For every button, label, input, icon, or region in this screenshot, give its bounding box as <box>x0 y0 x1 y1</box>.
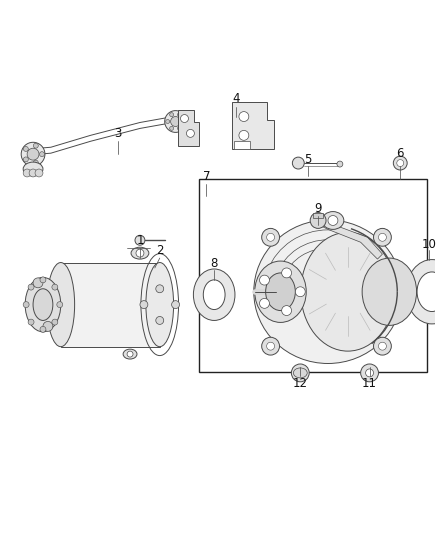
Bar <box>234 141 250 149</box>
Text: 2: 2 <box>156 244 163 257</box>
Circle shape <box>181 119 185 124</box>
Circle shape <box>35 169 43 177</box>
Circle shape <box>52 319 58 325</box>
Circle shape <box>21 142 45 166</box>
Circle shape <box>33 160 38 165</box>
Ellipse shape <box>146 263 173 346</box>
Circle shape <box>366 369 374 377</box>
Circle shape <box>28 319 34 325</box>
Circle shape <box>310 213 326 229</box>
Circle shape <box>52 284 58 290</box>
Circle shape <box>177 126 181 131</box>
Circle shape <box>171 117 180 126</box>
Circle shape <box>40 277 46 283</box>
Circle shape <box>33 143 38 148</box>
Circle shape <box>378 233 386 241</box>
Circle shape <box>267 233 275 241</box>
Circle shape <box>239 111 249 122</box>
Circle shape <box>156 285 164 293</box>
Circle shape <box>177 112 181 117</box>
Text: 10: 10 <box>421 238 436 251</box>
Circle shape <box>165 111 187 132</box>
Circle shape <box>393 156 407 170</box>
Polygon shape <box>177 110 199 146</box>
Ellipse shape <box>417 272 438 311</box>
Circle shape <box>374 229 391 246</box>
Circle shape <box>282 305 292 316</box>
Text: 3: 3 <box>114 127 122 140</box>
Circle shape <box>166 119 170 124</box>
Circle shape <box>127 351 133 357</box>
Text: 6: 6 <box>396 147 404 160</box>
Ellipse shape <box>203 280 225 310</box>
Circle shape <box>291 364 309 382</box>
Circle shape <box>180 115 188 123</box>
Circle shape <box>282 268 292 278</box>
Circle shape <box>293 157 304 169</box>
Ellipse shape <box>194 269 235 320</box>
Circle shape <box>23 147 28 151</box>
Circle shape <box>135 236 145 245</box>
Circle shape <box>156 317 164 325</box>
Circle shape <box>57 302 63 308</box>
Ellipse shape <box>255 261 306 322</box>
Text: 9: 9 <box>314 202 322 215</box>
Circle shape <box>23 302 29 308</box>
Polygon shape <box>320 221 382 259</box>
Text: 1: 1 <box>136 234 144 247</box>
Polygon shape <box>232 102 274 149</box>
Bar <box>313 213 323 219</box>
Ellipse shape <box>131 247 149 259</box>
Ellipse shape <box>47 263 74 346</box>
Circle shape <box>337 161 343 167</box>
Circle shape <box>328 215 338 225</box>
Circle shape <box>170 126 173 131</box>
Ellipse shape <box>23 162 43 176</box>
Circle shape <box>172 301 180 309</box>
Circle shape <box>397 159 404 166</box>
Circle shape <box>23 169 31 177</box>
Circle shape <box>267 342 275 350</box>
Circle shape <box>295 287 305 297</box>
Text: 4: 4 <box>232 92 240 105</box>
Bar <box>61 263 160 347</box>
Ellipse shape <box>362 258 417 325</box>
Circle shape <box>261 337 279 355</box>
Circle shape <box>28 284 34 290</box>
Circle shape <box>29 169 37 177</box>
Circle shape <box>378 342 386 350</box>
Ellipse shape <box>322 212 344 229</box>
Text: 5: 5 <box>304 152 312 166</box>
Ellipse shape <box>33 289 53 320</box>
Text: 7: 7 <box>202 171 210 183</box>
Ellipse shape <box>265 273 295 311</box>
Circle shape <box>136 249 144 257</box>
Circle shape <box>33 278 43 288</box>
Bar <box>199 179 427 372</box>
Ellipse shape <box>406 260 438 324</box>
Circle shape <box>43 321 53 332</box>
Circle shape <box>360 364 378 382</box>
Circle shape <box>239 131 249 140</box>
Circle shape <box>374 337 391 355</box>
Circle shape <box>140 301 148 309</box>
Circle shape <box>260 275 269 285</box>
Circle shape <box>23 157 28 162</box>
Ellipse shape <box>25 277 61 332</box>
Text: 12: 12 <box>293 377 308 390</box>
Ellipse shape <box>123 349 137 359</box>
Ellipse shape <box>254 220 402 364</box>
Circle shape <box>187 130 194 138</box>
Circle shape <box>260 298 269 308</box>
Circle shape <box>39 152 44 157</box>
Circle shape <box>261 229 279 246</box>
Circle shape <box>40 326 46 332</box>
Ellipse shape <box>301 232 395 351</box>
Circle shape <box>27 148 39 160</box>
Ellipse shape <box>293 368 307 378</box>
Circle shape <box>170 112 173 117</box>
Text: 8: 8 <box>211 256 218 270</box>
Text: 11: 11 <box>362 377 377 390</box>
